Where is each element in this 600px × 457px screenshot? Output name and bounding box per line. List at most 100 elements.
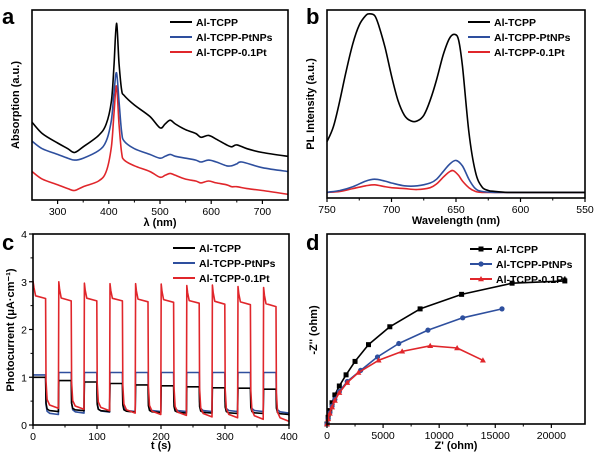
a-legend-item-al-tcpp-0-1pt: Al-TCPP-0.1Pt [170, 47, 267, 59]
c-y-tick-label: 0 [21, 420, 27, 432]
d-data-point [387, 324, 393, 330]
a-legend: Al-TCPP Al-TCPP-PtNPs Al-TCPP-0.1Pt [170, 17, 273, 59]
a-x-tick-label: 600 [202, 206, 220, 218]
d-ticks: 0 5000 10000 15000 20000 [324, 424, 566, 442]
d-legend-item-al-tcpp-0-1pt: Al-TCPP-0.1Pt [470, 274, 567, 286]
d-data-point [355, 369, 362, 375]
d-data-point [343, 372, 349, 378]
d-x-tick-label: 20000 [537, 430, 566, 442]
d-data-point [366, 342, 372, 348]
c-legend: Al-TCPP Al-TCPP-PtNPs Al-TCPP-0.1Pt [173, 243, 276, 285]
d-data-point [396, 340, 402, 347]
b-y-axis-title: PL Intensity (a.u.) [305, 58, 317, 150]
c-y-tick-label: 3 [21, 277, 27, 289]
d-legend-label: Al-TCPP-PtNPs [496, 259, 573, 271]
c-legend-label: Al-TCPP-PtNPs [199, 258, 276, 270]
d-series-line [326, 308, 503, 425]
b-legend-item-al-tcpp: Al-TCPP [468, 17, 536, 29]
d-data-point [562, 278, 568, 284]
d-legend-label: Al-TCPP [496, 244, 538, 256]
a-legend-label: Al-TCPP-PtNPs [196, 32, 273, 44]
a-x-tick-label: 400 [100, 206, 118, 218]
d-data-point [332, 392, 338, 398]
d-legend-marker [478, 246, 484, 252]
d-legend-marker [478, 261, 484, 267]
d-series-al-tcpp-0-1pt [324, 342, 486, 427]
a-series-group [31, 22, 289, 196]
a-legend-label: Al-TCPP-0.1Pt [196, 47, 267, 59]
d-data-point [375, 357, 382, 363]
c-legend-item-al-tcpp: Al-TCPP [173, 243, 241, 255]
a-x-tick-label: 500 [151, 206, 169, 218]
c-y-tick-label: 4 [21, 229, 27, 241]
a-legend-item-al-tcpp-ptnps: Al-TCPP-PtNPs [170, 32, 273, 44]
c-x-tick-label: 100 [88, 431, 106, 443]
b-series-group [326, 13, 585, 194]
c-x-tick-label: 400 [280, 431, 298, 443]
d-data-point [336, 383, 342, 389]
d-legend-label: Al-TCPP-0.1Pt [496, 274, 567, 286]
c-y-tick-label: 2 [21, 325, 27, 337]
d-series-group [324, 278, 568, 427]
b-series-al-tcpp [326, 13, 585, 194]
b-legend-label: Al-TCPP [494, 17, 536, 29]
d-legend: Al-TCPP Al-TCPP-PtNPs Al-TCPP-0.1Pt [470, 244, 573, 286]
b-x-tick-label: 650 [447, 204, 465, 216]
a-x-tick-label: 300 [49, 206, 67, 218]
d-data-point [460, 315, 466, 321]
d-x-axis-title: Z' (ohm) [435, 440, 478, 452]
a-x-axis-title: λ (nm) [144, 217, 177, 229]
d-x-tick-label: 0 [324, 430, 330, 442]
a-series-al-tcpp [31, 22, 289, 158]
b-x-tick-label: 550 [576, 204, 594, 216]
d-x-tick-label: 5000 [371, 430, 395, 442]
d-data-point [331, 397, 338, 403]
a-series-al-tcpp-ptnps [31, 71, 289, 173]
b-x-tick-label: 600 [512, 204, 530, 216]
panel-d: d 0 5000 10000 15000 20000 Z' (ohm) -Z'' (oh… [306, 230, 586, 452]
c-x-tick-label: 0 [30, 431, 36, 443]
d-x-tick-label: 10000 [425, 430, 454, 442]
d-data-point [326, 410, 333, 416]
c-series-group [32, 280, 290, 422]
d-data-point [417, 306, 423, 312]
d-plot-frame [326, 233, 586, 425]
panel-letter-c: c [2, 230, 14, 255]
c-ticks: 0 100 200 300 400 0 1 2 3 4 [21, 229, 298, 443]
b-ticks: 750 700 650 600 550 [318, 198, 594, 216]
c-legend-label: Al-TCPP [199, 243, 241, 255]
b-legend-label: Al-TCPP-PtNPs [494, 32, 571, 44]
b-legend-label: Al-TCPP-0.1Pt [494, 47, 565, 59]
a-series-al-tcpp-0-1pt [31, 85, 289, 196]
b-series-al-tcpp-ptnps [326, 159, 585, 194]
panel-letter-d: d [306, 230, 319, 255]
d-legend-marker [478, 276, 484, 282]
c-x-axis-title: t (s) [151, 440, 172, 452]
b-legend: Al-TCPP Al-TCPP-PtNPs Al-TCPP-0.1Pt [468, 17, 571, 59]
d-series-line [326, 345, 484, 425]
d-data-point [427, 342, 434, 348]
d-data-point [399, 348, 406, 354]
d-data-point [352, 358, 358, 364]
b-x-axis-title: Wavelength (nm) [412, 215, 501, 227]
b-x-tick-label: 700 [383, 204, 401, 216]
d-data-point [459, 291, 465, 297]
panel-letter-a: a [2, 4, 15, 29]
panel-b: b 750 700 650 600 550 Wavelength (nm) PL Int… [305, 4, 594, 227]
d-data-point [425, 327, 431, 333]
b-legend-item-al-tcpp-ptnps: Al-TCPP-PtNPs [468, 32, 571, 44]
panel-a: a 300 400 500 600 700 λ (nm) Absorption (a.u… [2, 4, 289, 229]
a-legend-label: Al-TCPP [196, 17, 238, 29]
c-legend-item-al-tcpp-0-1pt: Al-TCPP-0.1Pt [173, 273, 270, 285]
b-x-tick-label: 750 [318, 204, 336, 216]
d-y-axis-title: -Z'' (ohm) [308, 305, 320, 355]
a-legend-item-al-tcpp: Al-TCPP [170, 17, 238, 29]
b-legend-item-al-tcpp-0-1pt: Al-TCPP-0.1Pt [468, 47, 565, 59]
d-x-tick-label: 15000 [481, 430, 510, 442]
d-data-point [329, 404, 336, 410]
a-ticks: 300 400 500 600 700 [49, 200, 271, 218]
d-legend-item-al-tcpp-ptnps: Al-TCPP-PtNPs [470, 259, 573, 271]
d-data-point [329, 400, 335, 406]
d-data-point [454, 345, 461, 351]
